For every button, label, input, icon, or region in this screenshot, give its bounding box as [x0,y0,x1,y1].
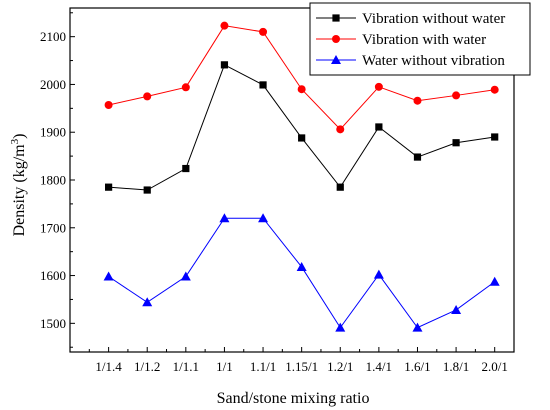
x-tick-label: 1/1.2 [134,359,160,374]
data-point [220,21,229,30]
x-tick-label: 2.0/1 [482,359,508,374]
legend-label: Vibration with water [362,32,486,48]
y-axis-title-suffix: ) [11,134,28,139]
y-tick-label: 2100 [40,29,66,44]
x-axis-ticks: 1/1.4 1/1.2 1/1.1 1/1 1.1/1 1.15/1 1.2/1 1.4/1 1… [88,347,508,374]
x-tick-label: 1/1 [216,359,233,374]
data-point [143,186,151,194]
series-2 [104,21,499,134]
legend-marker [331,55,341,64]
data-point [336,125,345,134]
y-axis-title: Density (kg/m3) [9,134,28,237]
data-point [373,269,384,279]
data-point [259,27,268,36]
y-tick-label: 1500 [40,316,66,331]
y-tick-label: 1900 [40,125,66,140]
x-tick-label: 1.15/1 [285,359,318,374]
y-tick-label: 1800 [40,173,66,188]
data-point [220,61,229,69]
x-tick-label: 1.2/1 [327,359,353,374]
series-line [108,217,495,329]
legend-marker [332,35,340,43]
data-point [258,213,269,223]
data-point [452,91,461,100]
data-point [142,297,153,307]
legend-entry: Vibration without water [316,11,505,27]
data-point [413,96,422,105]
legend-label: Vibration without water [362,11,505,27]
x-tick-label: 1.6/1 [404,359,430,374]
y-tick-label: 2000 [40,77,66,92]
data-point [181,83,190,92]
data-point [180,271,191,281]
data-point [296,261,307,271]
legend-entry: Water without vibration [316,53,505,69]
x-tick-label: 1.4/1 [366,359,392,374]
legend-label: Water without vibration [362,53,505,69]
x-tick-label: 1/1.4 [95,359,122,374]
data-point [490,85,499,94]
data-point [491,133,499,141]
data-point [143,92,152,101]
x-tick-label: 1/1.1 [173,359,199,374]
data-point [103,271,114,281]
data-point [451,304,462,314]
data-point [182,164,190,173]
series-3 [103,213,500,332]
data-point [336,183,344,191]
y-tick-label: 1700 [40,220,66,235]
y-axis-title-main: Density (kg/m [11,144,28,237]
data-point [412,322,423,332]
legend-marker [332,14,340,22]
data-point [335,322,346,332]
data-point [374,82,383,91]
data-point [105,183,113,191]
data-point [413,153,422,161]
series-line [108,64,495,191]
series-layer [103,21,500,332]
y-axis-title-superscript: 3 [9,138,21,144]
x-tick-label: 1.8/1 [443,359,469,374]
data-point [489,276,500,286]
y-tick-label: 1600 [40,268,66,283]
legend-entry: Vibration with water [316,32,486,48]
data-point [259,81,267,89]
data-point [104,100,113,109]
x-axis-title: Sand/stone mixing ratio [217,390,370,407]
data-point [219,213,230,223]
y-axis-ticks: 1500 1600 1700 1800 1900 2000 2100 [40,12,75,348]
legend: Vibration without water Vibration with wa… [309,2,531,76]
data-point [298,134,306,142]
x-tick-label: 1.1/1 [250,359,276,374]
data-point [375,123,383,131]
series-1 [105,61,499,194]
data-point [452,139,460,147]
data-point [297,85,306,94]
